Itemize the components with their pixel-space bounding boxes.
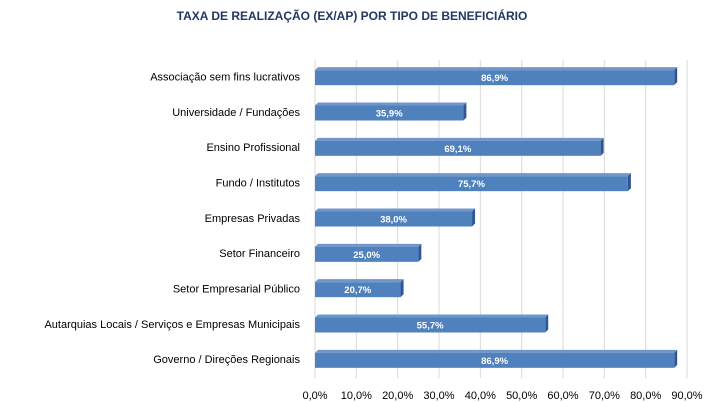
y-tick-label: Empresas Privadas [205, 213, 301, 225]
bar-side [472, 208, 476, 227]
bar-side [400, 279, 404, 298]
y-tick-label: Ensino Profissional [206, 142, 300, 154]
bar [315, 176, 628, 192]
bar-top [315, 173, 631, 177]
bar-side [545, 314, 549, 333]
bar-side [600, 137, 604, 156]
value-label: 86,9% [481, 356, 508, 367]
y-tick-label: Fundo / Institutos [216, 178, 301, 190]
x-tick-label: 90,0% [671, 390, 702, 402]
bar-side [674, 67, 678, 86]
x-tick-label: 0,0% [302, 390, 327, 402]
value-label: 20,7% [344, 285, 371, 296]
bar-side [627, 173, 631, 192]
value-label: 86,9% [481, 73, 508, 84]
value-label: 75,7% [458, 179, 485, 190]
bar-top [315, 279, 404, 283]
bar [315, 317, 546, 333]
bar-top [315, 208, 476, 212]
chart-title: TAXA DE REALIZAÇÃO (EX/AP) POR TIPO DE B… [177, 8, 528, 23]
x-tick-label: 20,0% [382, 390, 413, 402]
y-tick-label: Associação sem fins lucrativos [150, 72, 300, 84]
bar [315, 246, 419, 262]
bar-top [315, 67, 678, 71]
bar-top [315, 243, 422, 247]
x-tick-label: 70,0% [589, 390, 620, 402]
bar-top [315, 102, 467, 106]
bar-top [315, 314, 549, 318]
x-tick-label: 80,0% [630, 390, 661, 402]
y-tick-label: Universidade / Fundações [172, 107, 300, 119]
value-label: 38,0% [380, 215, 407, 226]
bar-side [463, 102, 467, 121]
y-tick-label: Autarquias Locais / Serviços e Empresas … [44, 319, 300, 331]
x-tick-label: 40,0% [465, 390, 496, 402]
bar [315, 70, 675, 86]
y-tick-label: Governo / Direções Regionais [153, 354, 300, 366]
bar-side [418, 243, 422, 262]
x-tick-label: 30,0% [423, 390, 454, 402]
value-label: 55,7% [417, 321, 444, 332]
y-tick-label: Setor Empresarial Público [173, 284, 300, 296]
bar-top [315, 137, 604, 141]
value-label: 35,9% [376, 109, 403, 120]
value-label: 25,0% [353, 250, 380, 261]
x-tick-label: 60,0% [547, 390, 578, 402]
bar [315, 140, 601, 156]
bar [315, 282, 401, 298]
bar-top [315, 349, 678, 353]
value-label: 69,1% [444, 144, 471, 155]
bar [315, 105, 464, 121]
x-tick-label: 50,0% [506, 390, 537, 402]
bar [315, 352, 675, 368]
bar-side [674, 349, 678, 368]
bar [315, 211, 473, 227]
y-tick-label: Setor Financeiro [219, 248, 300, 260]
x-tick-label: 10,0% [341, 390, 372, 402]
